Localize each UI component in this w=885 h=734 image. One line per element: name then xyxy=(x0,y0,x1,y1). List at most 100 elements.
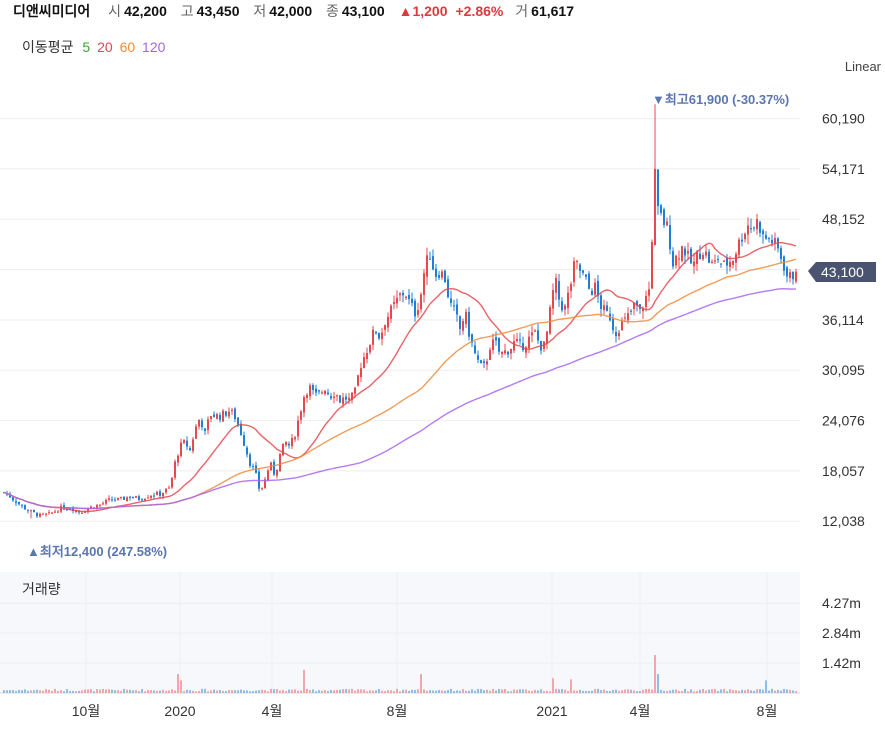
candle-body xyxy=(390,305,392,319)
volume-bar xyxy=(159,690,161,693)
volume-bar xyxy=(3,690,5,693)
volume-bar xyxy=(450,688,452,693)
volume-bar xyxy=(573,690,575,693)
volume-bar xyxy=(378,688,380,693)
volume-bar xyxy=(705,690,707,693)
volume-bar xyxy=(582,690,584,693)
candle-body xyxy=(48,512,50,514)
candle-body xyxy=(699,253,701,260)
candle-body xyxy=(564,305,566,310)
volume-bar xyxy=(645,688,647,693)
candle-body xyxy=(753,227,755,229)
candle-body xyxy=(738,239,740,255)
ma-label: 이동평균 xyxy=(22,39,74,55)
x-tick-label: 4월 xyxy=(630,703,651,719)
candle-body xyxy=(597,280,599,297)
volume-bar xyxy=(501,689,503,693)
candle-body xyxy=(129,496,131,498)
volume-bar xyxy=(459,690,461,693)
ma-20[interactable]: 20 xyxy=(97,39,113,55)
current-price-badge: 43,100 xyxy=(808,262,876,282)
ma-120[interactable]: 120 xyxy=(142,39,166,55)
candle-body xyxy=(168,487,170,489)
volume-bar xyxy=(435,690,437,693)
ma-5[interactable]: 5 xyxy=(82,39,91,55)
volume-bar xyxy=(24,689,26,693)
volume-bar xyxy=(78,690,80,693)
volume-bar xyxy=(612,690,614,693)
volume-bar xyxy=(432,690,434,693)
volume-bar xyxy=(303,669,305,693)
candle-body xyxy=(486,361,488,365)
scale-toggle[interactable]: Linear xyxy=(844,59,881,74)
volume-bar xyxy=(423,689,425,693)
candle-body xyxy=(198,419,200,427)
candle-body xyxy=(120,497,122,499)
volume-bar xyxy=(393,691,395,693)
candle-body xyxy=(612,318,614,331)
volume-bar xyxy=(684,688,686,693)
volume-bar xyxy=(417,689,419,693)
candle-body xyxy=(228,411,230,417)
candle-body xyxy=(633,302,635,309)
candle-body xyxy=(213,414,215,417)
volume-bar xyxy=(60,690,62,693)
volume-bar xyxy=(309,689,311,693)
candle-body xyxy=(483,361,485,364)
volume-bar xyxy=(663,690,665,693)
candle-body xyxy=(210,416,212,419)
candle-body xyxy=(570,283,572,291)
candle-body xyxy=(729,261,731,267)
volume-bar xyxy=(252,691,254,693)
candle-body xyxy=(495,337,497,341)
volume-bar xyxy=(279,690,281,693)
candle-body xyxy=(297,420,299,437)
open-value: 42,200 xyxy=(124,3,167,19)
candle-body xyxy=(165,488,167,493)
candle-body xyxy=(693,261,695,267)
candle-body xyxy=(453,305,455,307)
candle-body xyxy=(759,221,761,233)
y-tick-label: 60,190 xyxy=(822,111,865,127)
candle-body xyxy=(282,443,284,456)
candle-body xyxy=(57,511,59,513)
candle-body xyxy=(657,169,659,207)
volume-bar xyxy=(168,690,170,693)
candle-body xyxy=(339,395,341,403)
candle-body xyxy=(123,497,125,500)
candle-body xyxy=(369,345,371,353)
candle-body xyxy=(186,440,188,447)
ma-60[interactable]: 60 xyxy=(119,39,136,55)
volume-bar xyxy=(483,690,485,693)
candle-body xyxy=(594,282,596,295)
candle-body xyxy=(660,205,662,213)
volume-bar xyxy=(576,690,578,693)
candle-body xyxy=(54,511,56,513)
volume-bar xyxy=(57,691,59,693)
volume-bar xyxy=(249,691,251,693)
candle-body xyxy=(378,332,380,339)
candle-body xyxy=(669,225,671,250)
candle-body xyxy=(156,491,158,496)
volume-bar xyxy=(327,691,329,693)
candle-body xyxy=(606,305,608,311)
volume-bar xyxy=(243,690,245,693)
volume-bar xyxy=(255,690,257,693)
low-label: 저 xyxy=(253,3,267,19)
volume-bar xyxy=(192,690,194,693)
close-label: 종 xyxy=(326,3,339,19)
volume-tick-label: 2.84m xyxy=(822,625,861,641)
volume-bar xyxy=(225,691,227,693)
volume-bar xyxy=(237,690,239,693)
candle-body xyxy=(684,248,686,256)
volume-bar xyxy=(201,688,203,693)
candle-body xyxy=(231,409,233,411)
volume-bar xyxy=(558,689,560,693)
volume-bar xyxy=(15,691,17,693)
candle-body xyxy=(591,290,593,295)
volume-bar xyxy=(330,690,332,693)
candle-body xyxy=(18,501,20,505)
volume-bar xyxy=(447,690,449,693)
volume-bar xyxy=(114,690,116,693)
